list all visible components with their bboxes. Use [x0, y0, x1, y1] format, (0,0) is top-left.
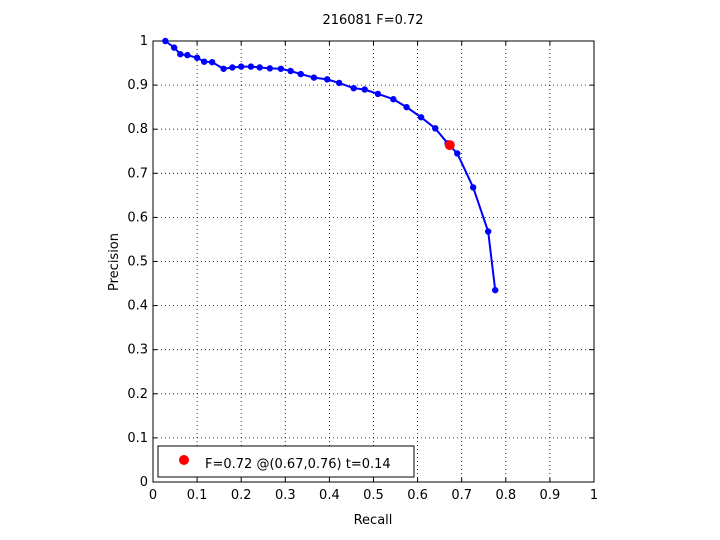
y-tick-label: 0.4	[127, 299, 148, 314]
legend-marker	[179, 455, 189, 465]
data-point	[417, 114, 425, 121]
series-group	[162, 37, 499, 294]
x-axis-label: Recall	[354, 513, 393, 528]
data-point	[454, 150, 461, 157]
legend-box	[157, 445, 415, 478]
axis-ticks: 0 0.1 0.2 0.3 0.4 0.5 0.6 0.7 0.8 0.9 1 0 0.1 0.2 0.3 0…	[127, 34, 598, 503]
series-line	[164, 40, 497, 291]
data-point	[277, 65, 285, 72]
data-point	[170, 44, 178, 51]
x-tick-label: 0.9	[540, 488, 561, 503]
x-tick-label: 0.7	[451, 488, 472, 503]
data-point	[432, 125, 439, 132]
data-point	[177, 51, 184, 58]
y-tick-label: 1	[140, 34, 148, 49]
data-point	[200, 58, 208, 65]
y-tick-label: 0.1	[127, 431, 148, 446]
chart-title: 216081 F=0.72	[322, 13, 423, 28]
x-tick-label: 0.8	[495, 488, 516, 503]
data-point	[469, 184, 477, 191]
data-point	[297, 70, 304, 78]
y-tick-label: 0.7	[127, 166, 148, 181]
y-tick-label: 0.2	[127, 387, 148, 402]
legend: F=0.72 @(0.67,0.76) t=0.14	[157, 445, 415, 478]
x-tick-label: 0	[149, 488, 157, 503]
y-tick-label: 0.8	[127, 122, 148, 137]
y-axis-label: Precision	[107, 233, 122, 291]
grid-lines	[153, 41, 594, 482]
x-tick-label: 0.5	[363, 488, 384, 503]
data-point	[323, 76, 331, 83]
data-point	[220, 65, 227, 72]
data-point	[162, 37, 169, 45]
data-point	[287, 67, 294, 75]
y-tick-label: 0.9	[127, 78, 148, 93]
x-tick-label: 0.1	[187, 488, 208, 503]
y-tick-label: 0.3	[127, 343, 148, 358]
data-point	[403, 103, 410, 111]
data-point	[484, 228, 492, 235]
data-point	[350, 84, 357, 92]
data-point	[208, 58, 216, 66]
x-tick-label: 1	[590, 488, 598, 503]
data-point	[310, 74, 318, 81]
data-point	[374, 90, 382, 98]
data-point	[335, 79, 343, 87]
data-point	[193, 54, 201, 61]
best-f-point	[444, 140, 455, 151]
y-tick-label: 0.6	[127, 210, 148, 225]
data-point	[256, 64, 263, 71]
data-point	[361, 86, 368, 93]
y-tick-label: 0	[140, 475, 148, 490]
x-tick-label: 0.4	[319, 488, 340, 503]
x-tick-label: 0.2	[231, 488, 252, 503]
data-point	[229, 64, 236, 71]
data-point	[390, 96, 397, 103]
x-tick-label: 0.6	[407, 488, 428, 503]
data-point	[492, 286, 499, 294]
x-tick-label: 0.3	[275, 488, 296, 503]
legend-label: F=0.72 @(0.67,0.76) t=0.14	[205, 457, 391, 472]
data-point	[266, 65, 274, 72]
data-point	[184, 51, 191, 59]
data-point	[238, 63, 245, 70]
y-tick-label: 0.5	[127, 255, 148, 270]
data-point	[247, 63, 255, 70]
